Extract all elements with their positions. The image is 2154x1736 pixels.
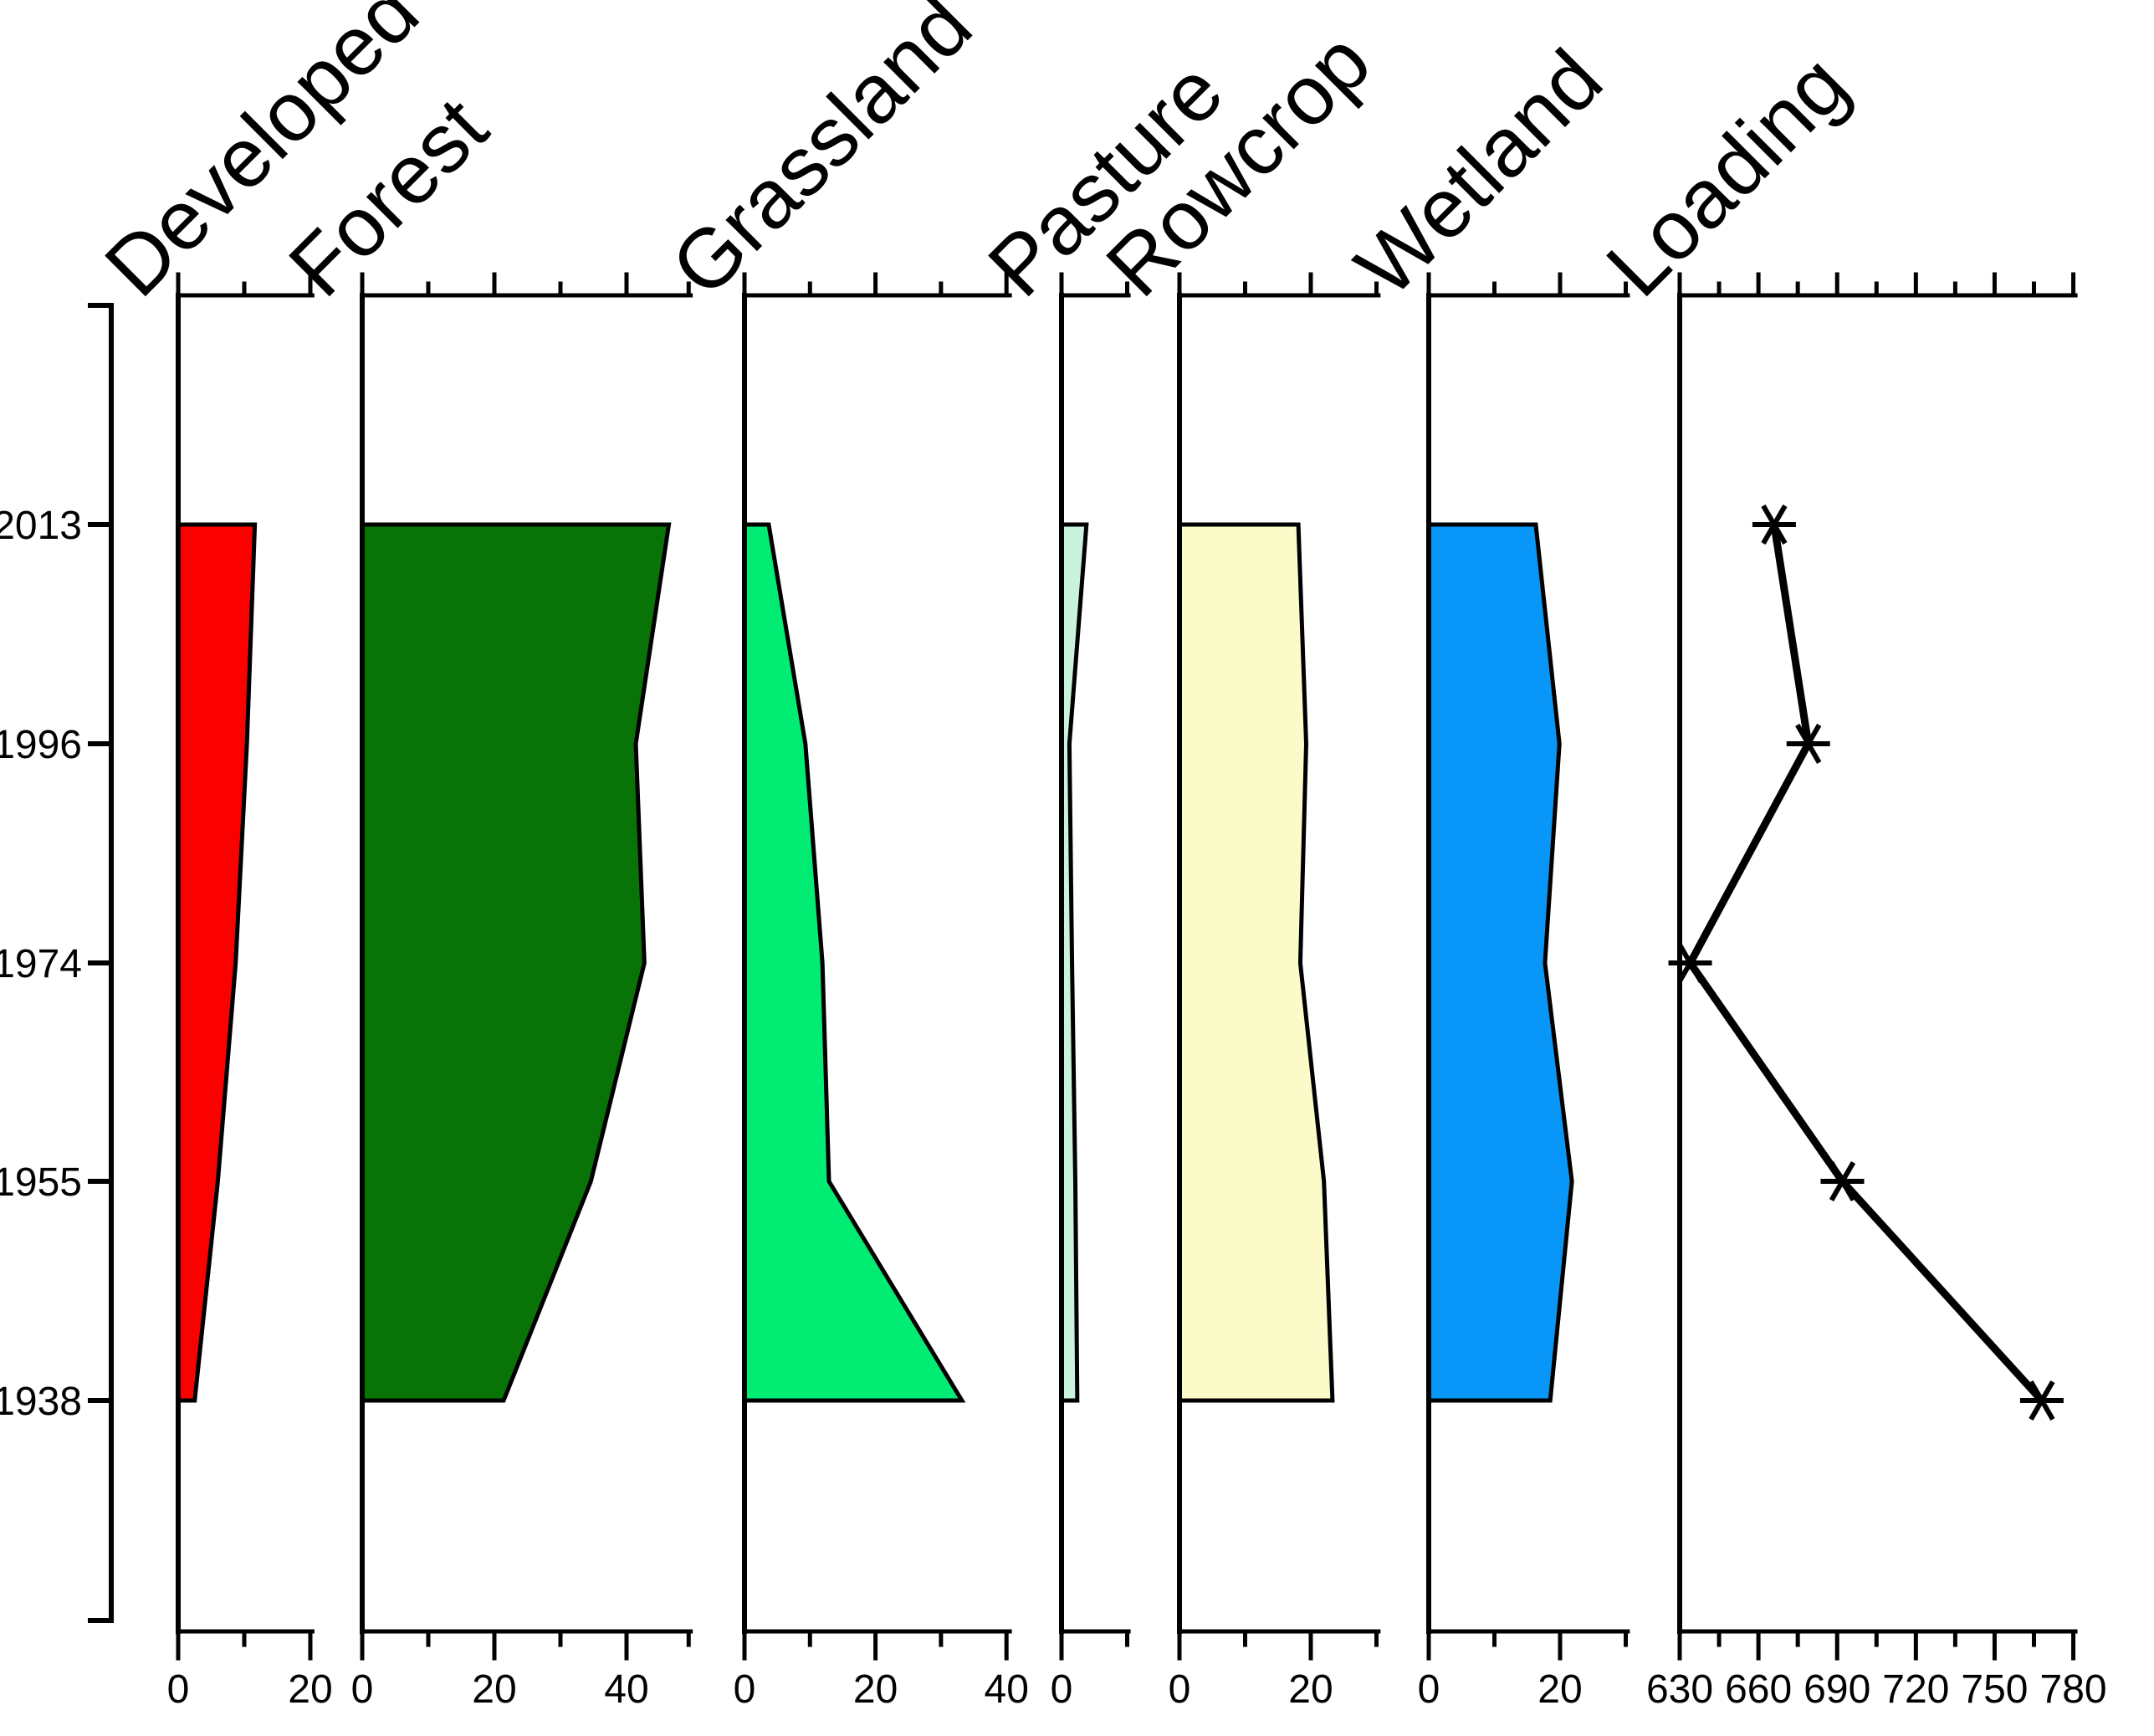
tick-label-forest-20: 20 (472, 1667, 516, 1712)
asterisk-marker-loading-2-arm2 (1676, 942, 1704, 984)
panel-title-grassland: Grassland (653, 0, 989, 315)
asterisk-marker-loading-1-arm2 (1795, 723, 1822, 765)
tick-label-pasture-0: 0 (1051, 1667, 1073, 1712)
tick-label-developed-20: 20 (288, 1667, 332, 1712)
year-label-1974: 1974 (0, 942, 82, 986)
tick-label-rowcrop-0: 0 (1169, 1667, 1191, 1712)
area-pasture (1059, 522, 1089, 1403)
year-label-1938: 1938 (0, 1380, 82, 1424)
tick-label-loading-780: 780 (2040, 1667, 2107, 1712)
tick-label-grassland-40: 40 (985, 1667, 1029, 1712)
tick-label-forest-40: 40 (604, 1667, 648, 1712)
area-grassland (742, 522, 966, 1403)
area-forest (360, 522, 672, 1403)
tick-label-loading-750: 750 (1961, 1667, 2028, 1712)
year-label-2013: 2013 (0, 504, 82, 548)
tick-label-developed-0: 0 (167, 1667, 190, 1712)
year-label-1996: 1996 (0, 723, 82, 767)
asterisk-marker-loading-3-arm2 (1829, 1160, 1856, 1202)
loading-line (1686, 524, 2045, 1404)
tick-label-loading-720: 720 (1882, 1667, 1949, 1712)
panel-title-loading: Loading (1589, 38, 1865, 315)
tick-label-grassland-0: 0 (734, 1667, 756, 1712)
tick-label-loading-660: 660 (1725, 1667, 1792, 1712)
asterisk-marker-loading-4-arm2 (2029, 1380, 2055, 1421)
asterisk-marker-loading-0-arm2 (1761, 504, 1788, 545)
tick-label-wetland-20: 20 (1537, 1667, 1582, 1712)
tick-label-loading-690: 690 (1804, 1667, 1870, 1712)
tick-label-loading-630: 630 (1646, 1667, 1713, 1712)
area-rowcrop (1177, 522, 1335, 1403)
tick-label-grassland-20: 20 (853, 1667, 898, 1712)
area-wetland (1426, 522, 1574, 1403)
year-label-1955: 1955 (0, 1160, 82, 1205)
tick-label-forest-0: 0 (351, 1667, 374, 1712)
tick-label-wetland-0: 0 (1418, 1667, 1440, 1712)
tick-label-rowcrop-20: 20 (1288, 1667, 1333, 1712)
area-developed (176, 522, 258, 1403)
